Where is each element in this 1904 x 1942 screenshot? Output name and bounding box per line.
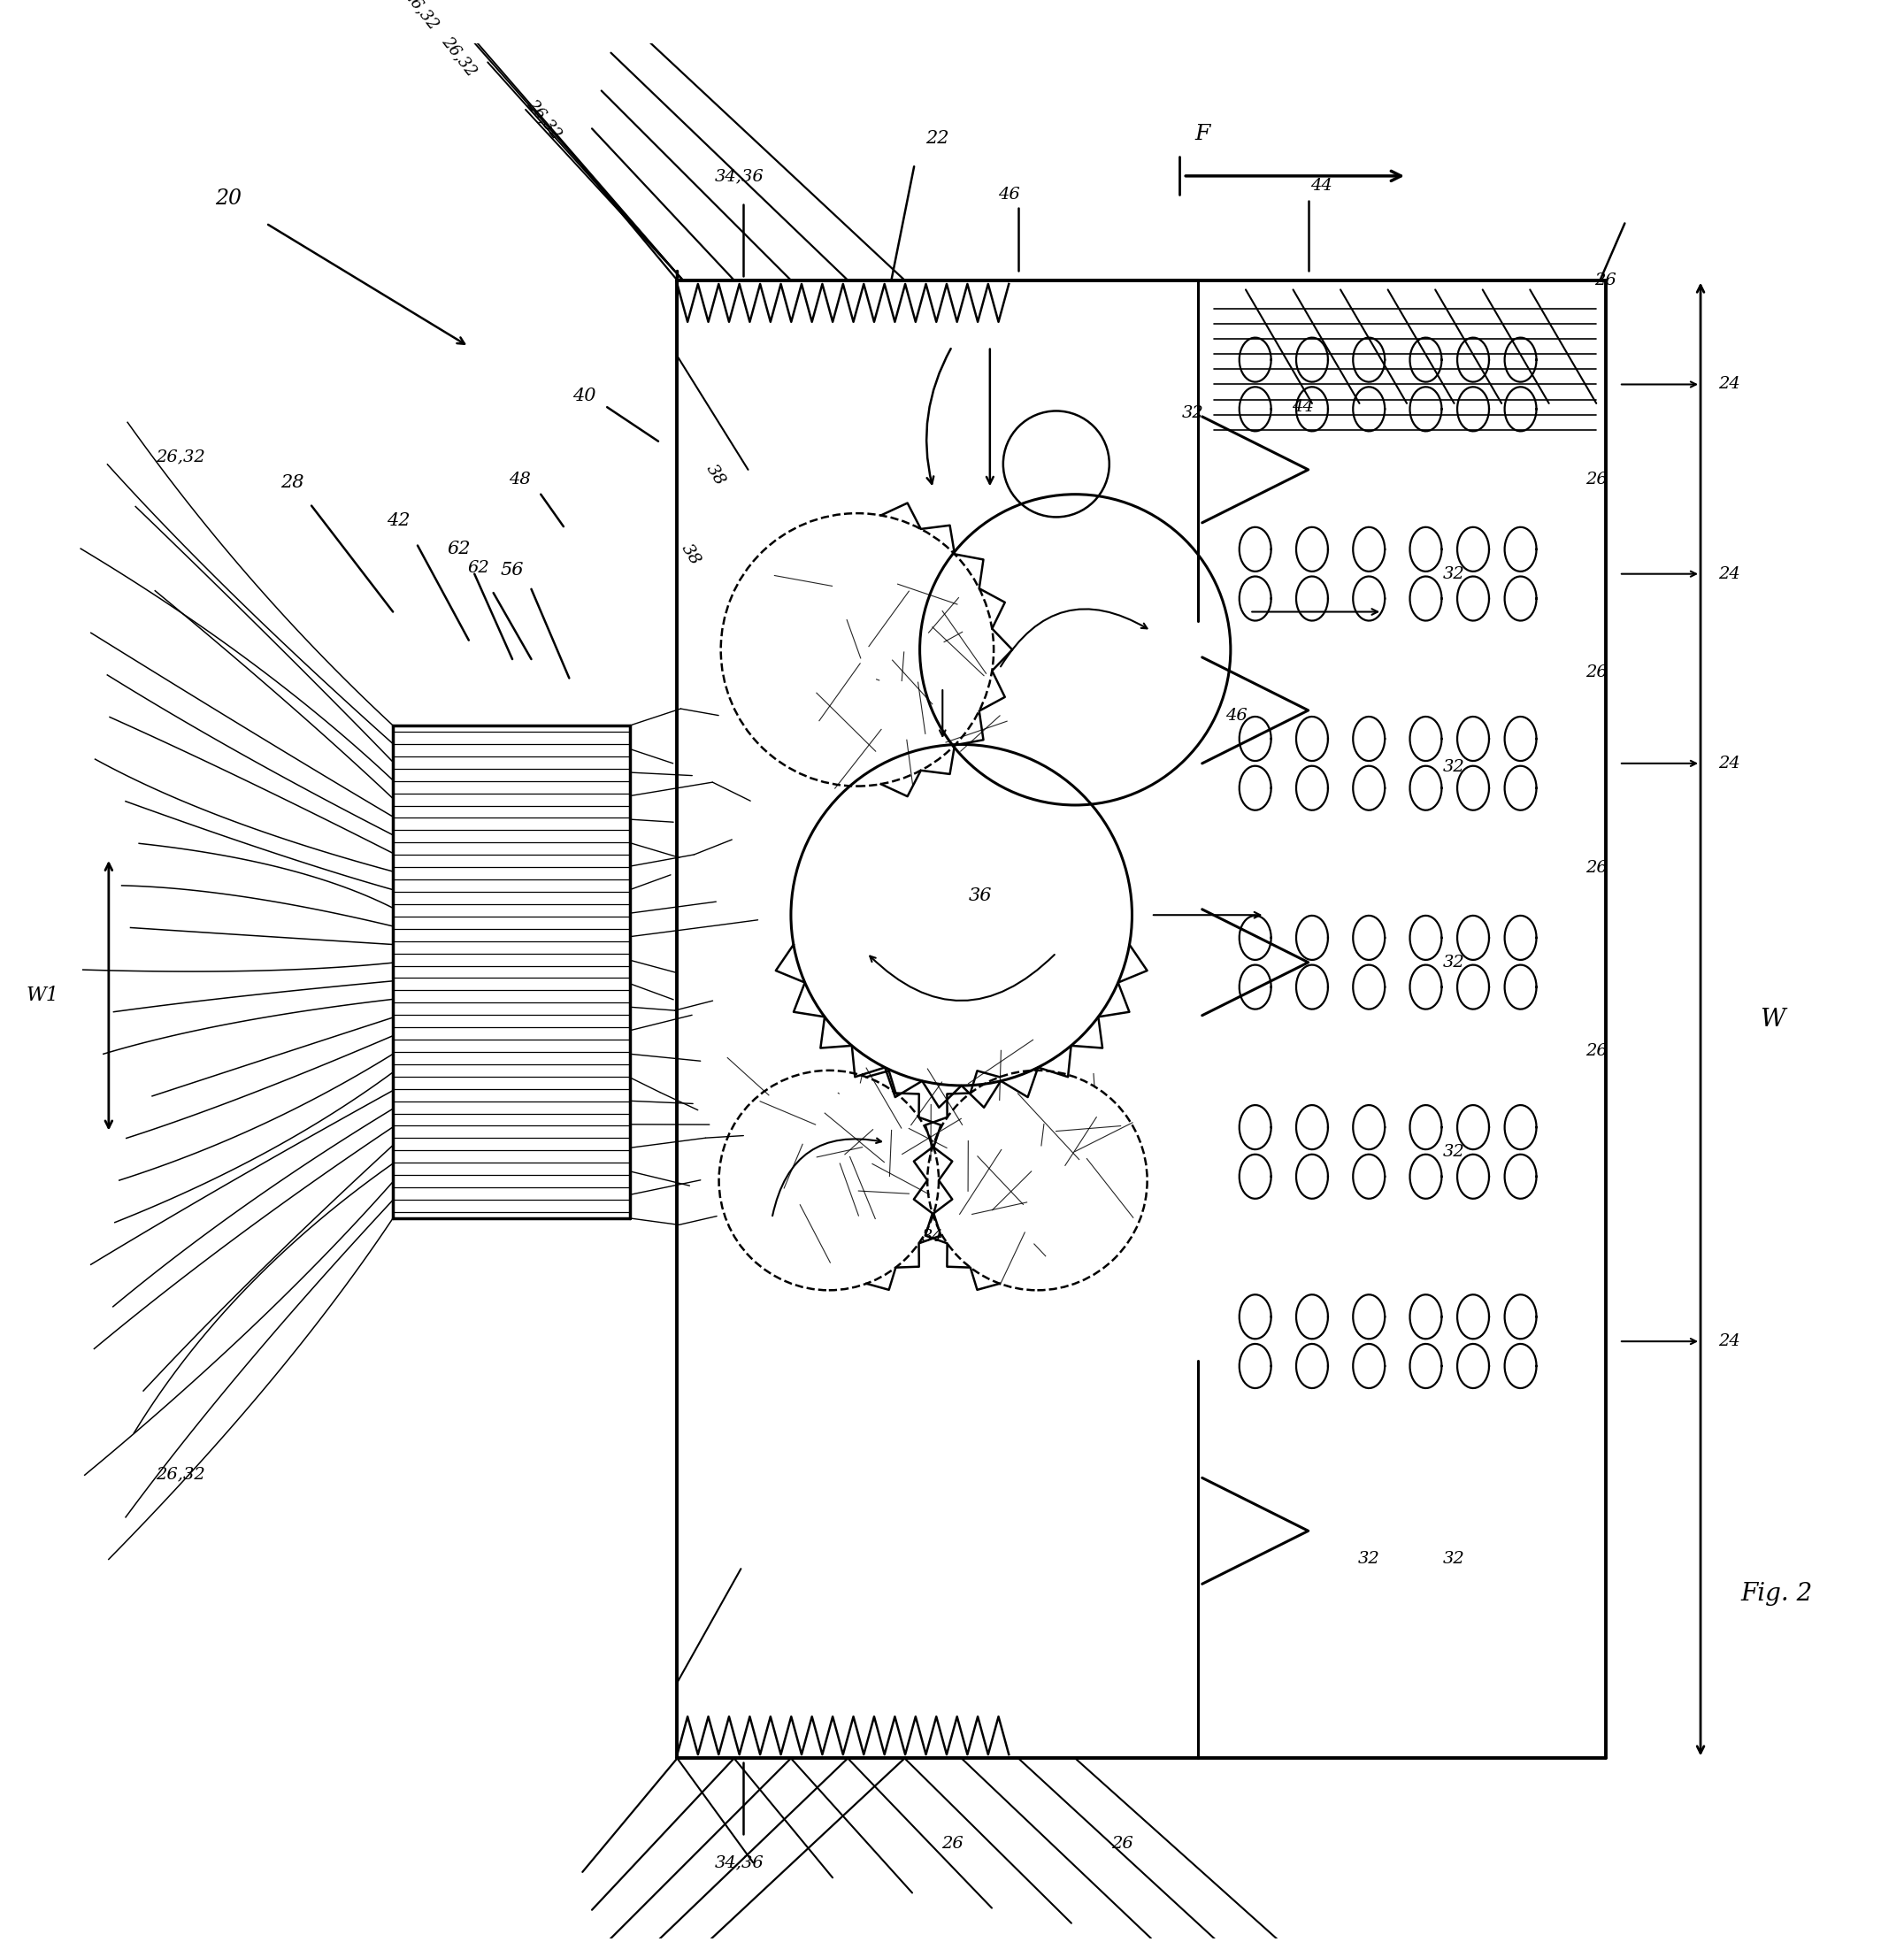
Text: 26: 26: [941, 1835, 963, 1851]
Text: 38: 38: [703, 462, 727, 489]
Text: 26: 26: [1586, 664, 1607, 680]
Text: 38: 38: [678, 542, 703, 569]
Text: 62: 62: [466, 559, 489, 577]
Text: 32: 32: [1443, 1144, 1466, 1159]
Text: 24: 24: [1717, 377, 1740, 392]
Text: 44: 44: [1310, 177, 1333, 194]
Text: 48: 48: [508, 472, 531, 487]
Text: 46: 46: [1226, 709, 1247, 724]
Text: 26: 26: [1586, 472, 1607, 487]
Text: 32: 32: [1443, 759, 1466, 775]
Text: 32: 32: [1182, 404, 1203, 421]
Text: F: F: [1194, 124, 1209, 144]
Text: 62: 62: [447, 542, 470, 557]
Text: 26,32: 26,32: [156, 1466, 206, 1482]
Text: 44: 44: [1291, 400, 1314, 416]
Text: W: W: [1759, 1008, 1786, 1031]
Text: 34,36: 34,36: [716, 1855, 764, 1870]
Text: 32: 32: [1443, 1552, 1466, 1567]
Text: 26,32: 26,32: [156, 449, 206, 464]
Text: 26,32: 26,32: [440, 33, 480, 80]
Text: 46: 46: [998, 186, 1021, 202]
Text: 26: 26: [1112, 1835, 1133, 1851]
Text: 20: 20: [215, 188, 242, 210]
Text: 32: 32: [1358, 1552, 1380, 1567]
Text: 22: 22: [925, 130, 948, 146]
Text: 26: 26: [1586, 860, 1607, 876]
Text: 26: 26: [1586, 1043, 1607, 1060]
Text: 26,32: 26,32: [402, 0, 442, 33]
Text: 28: 28: [280, 474, 305, 491]
Text: 26,32: 26,32: [524, 97, 565, 142]
Text: 24: 24: [1717, 1334, 1740, 1350]
Text: 24: 24: [1717, 565, 1740, 583]
Text: Fig. 2: Fig. 2: [1740, 1581, 1813, 1606]
Text: 32: 32: [1443, 565, 1466, 583]
Text: W1: W1: [27, 987, 59, 1006]
Text: 24: 24: [1717, 755, 1740, 771]
Text: 42: 42: [387, 513, 411, 530]
Text: 32: 32: [1443, 954, 1466, 971]
Text: 56: 56: [501, 561, 524, 579]
Text: 40: 40: [573, 386, 596, 404]
Text: 34: 34: [922, 1229, 944, 1245]
Text: 36: 36: [969, 887, 992, 905]
Text: 26: 26: [1596, 272, 1616, 287]
Text: 34,36: 34,36: [716, 169, 764, 184]
